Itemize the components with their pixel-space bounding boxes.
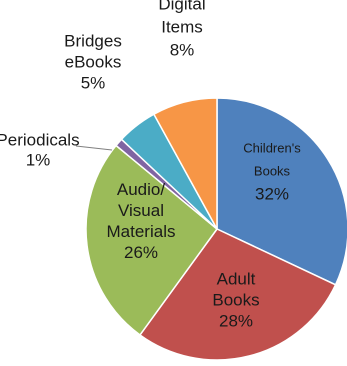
pie-slice-adult-books bbox=[138, 228, 337, 361]
data-label-adult-books-line: Adult bbox=[217, 269, 256, 288]
data-label-audio-visual-materials: Audio/Visual Materials 26% bbox=[107, 180, 176, 262]
pie-slice-audio-visual-materials bbox=[85, 144, 219, 337]
data-label-children-s-books-percent: 32% bbox=[255, 184, 289, 203]
data-label-digital-items-line: Items bbox=[161, 17, 203, 36]
data-label-bridges-ebooks-percent: 5% bbox=[81, 73, 106, 92]
leader-line-periodicals bbox=[75, 145, 113, 151]
data-label-audio-visual-materials-line: Visual bbox=[118, 201, 164, 220]
data-label-bridges-ebooks-line: eBooks bbox=[65, 52, 122, 71]
data-label-digital-items: Digital Items 8% bbox=[158, 0, 205, 59]
data-label-audio-visual-materials-percent: 26% bbox=[124, 243, 158, 262]
data-label-adult-books: Adult Books 28% bbox=[212, 269, 259, 330]
data-label-children-s-books: Children's Books 32% bbox=[243, 140, 301, 203]
data-label-bridges-ebooks: Bridges eBooks 5% bbox=[64, 31, 122, 92]
labels-layer: Children's Books 32% Adult Books 28% Audio/Vis… bbox=[0, 0, 301, 330]
pie-slice-children-s-books bbox=[216, 97, 347, 286]
data-label-periodicals-percent: 1% bbox=[26, 150, 51, 169]
data-label-digital-items-line: Digital bbox=[158, 0, 205, 13]
data-label-audio-visual-materials-line: Materials bbox=[107, 222, 176, 241]
data-label-adult-books-percent: 28% bbox=[219, 311, 253, 330]
data-label-digital-items-percent: 8% bbox=[170, 40, 195, 59]
data-label-children-s-books-line: Books bbox=[254, 163, 291, 178]
data-label-bridges-ebooks-line: Bridges bbox=[64, 31, 122, 50]
data-label-audio-visual-materials-line: Audio/ bbox=[117, 180, 165, 199]
data-label-adult-books-line: Books bbox=[212, 290, 259, 309]
leader-lines-layer bbox=[75, 145, 113, 151]
data-label-periodicals-line: Periodicals bbox=[0, 130, 80, 149]
data-label-children-s-books-line: Children's bbox=[243, 140, 301, 155]
pie-slice-digital-items bbox=[152, 97, 218, 230]
slices-layer bbox=[85, 97, 347, 361]
